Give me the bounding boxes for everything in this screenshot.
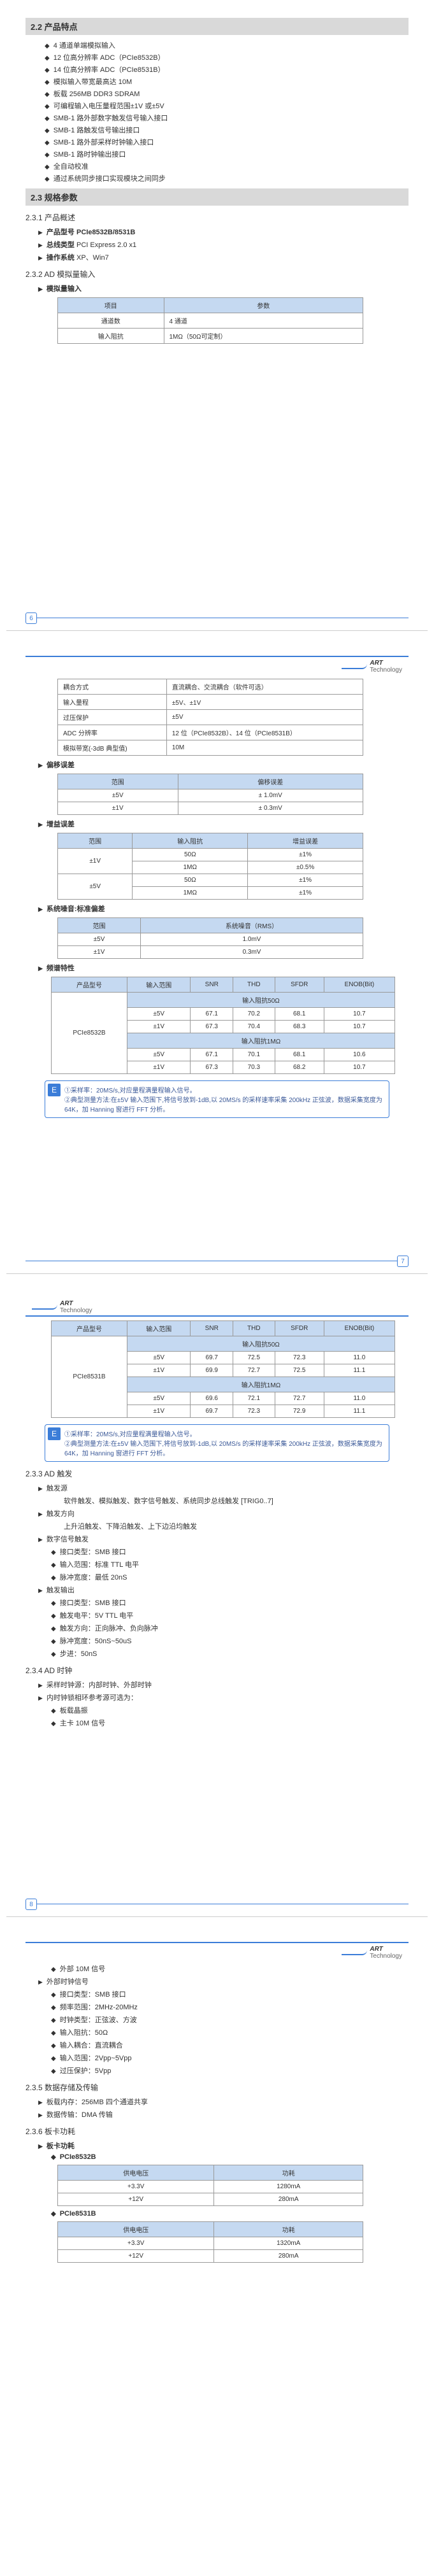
- noise-label: 系统噪音:标准偏差: [38, 903, 409, 914]
- analog-input-label: 模拟量输入: [38, 283, 409, 294]
- feature-item: 14 位高分辨率 ADC（PCIe8531B）: [45, 64, 409, 74]
- footer: 8: [25, 1904, 409, 1910]
- clock-sample-label: 采样时钟源：内部时钟、外部时钟: [38, 1680, 409, 1690]
- s2315-title: 2.3.5 数据存储及传输: [25, 2082, 409, 2093]
- power-label: 板卡功耗: [38, 2141, 409, 2151]
- page-2: ARTTechnology 耦合方式直流耦合、交流耦合（软件可选） 输入量程±5…: [0, 643, 434, 1273]
- s2311-title: 2.3.1 产品概述: [25, 212, 409, 223]
- s2316-title: 2.3.6 板卡功耗: [25, 2126, 409, 2137]
- note-box: E ①采样率：20MS/s,对应量程满量程输入信号。 ②典型测量方法:在±5V …: [45, 1424, 389, 1462]
- analog-input-table: 项目参数 通道数4 通道 输入阻抗1MΩ（50Ω可定制）: [57, 297, 363, 344]
- prod-model: 产品型号 PCIe8532B/8531B: [38, 227, 409, 237]
- page-number: 6: [25, 612, 37, 624]
- power-table-32b: 供电电压功耗 +3.3V1280mA +12V280mA: [57, 2165, 363, 2206]
- trigger-method-value: 上升沿触发、下降沿触发、上下边沿均触发: [64, 1521, 409, 1531]
- header: ARTTechnology: [25, 1944, 409, 1961]
- s2312-title: 2.3.2 AD 模拟量输入: [25, 269, 409, 280]
- coupling-table: 耦合方式直流耦合、交流耦合（软件可选） 输入量程±5V、±1V 过压保护±5V …: [57, 679, 363, 756]
- page-4: ARTTechnology 外部 10M 信号 外部时钟信号 接口类型：SMB …: [0, 1929, 434, 2559]
- s2314-title: 2.3.4 AD 时钟: [25, 1665, 409, 1676]
- feature-item: 全自动校准: [45, 161, 409, 171]
- header: ARTTechnology: [25, 1299, 409, 1315]
- spectrum-label: 频谱特性: [38, 963, 409, 973]
- header: ARTTechnology: [25, 658, 409, 675]
- trigger-method-label: 触发方向: [38, 1508, 409, 1518]
- trigger-output-label: 触发输出: [38, 1585, 409, 1595]
- trigger-source-value: 软件触发、模拟触发、数字信号触发、系统同步总线触发 [TRIG0..7]: [64, 1496, 409, 1506]
- page-number: 8: [25, 1899, 37, 1910]
- feature-item: SMB-1 路触发信号输出接口: [45, 125, 409, 135]
- external-clock: 外部时钟信号: [38, 1976, 409, 1986]
- spectrum-table-32b: 产品型号 输入范围 SNR THD SFDR ENOB(Bit) PCIe853…: [51, 977, 395, 1074]
- bus-type: 总线类型 PCI Express 2.0 x1: [38, 239, 409, 250]
- feature-item: 板载 256MB DDR3 SDRAM: [45, 88, 409, 99]
- feature-item: SMB-1 路时钟输出接口: [45, 149, 409, 159]
- os: 操作系统 XP、Win7: [38, 252, 409, 262]
- section-22-title: 2.2 产品特点: [25, 18, 409, 35]
- footer: 7: [25, 1261, 409, 1267]
- digital-trigger-label: 数字信号触发: [38, 1534, 409, 1544]
- feature-item: SMB-1 路外部数字触发信号输入接口: [45, 113, 409, 123]
- offset-error-label: 偏移误差: [38, 760, 409, 770]
- feature-item: SMB-1 路外部采样时钟输入接口: [45, 137, 409, 147]
- gain-error-label: 增益误差: [38, 819, 409, 829]
- feature-item: 通过系统同步接口实现模块之间同步: [45, 173, 409, 183]
- section-23-title: 2.3 规格参数: [25, 188, 409, 206]
- noise-table: 范围系统噪音（RMS） ±5V1.0mV ±1V0.3mV: [57, 917, 363, 959]
- feature-item: 可编程输入电压量程范围±1V 或±5V: [45, 101, 409, 111]
- feature-item: 12 位高分辨率 ADC（PCIe8532B）: [45, 52, 409, 62]
- power-table-31b: 供电电压功耗 +3.3V1320mA +12V280mA: [57, 2221, 363, 2263]
- spectrum-table-31b: 产品型号 输入范围 SNR THD SFDR ENOB(Bit) PCIe853…: [51, 1320, 395, 1418]
- features-list: 4 通道单端模拟输入 12 位高分辨率 ADC（PCIe8532B） 14 位高…: [45, 40, 409, 183]
- offset-table: 范围偏移误差 ±5V± 1.0mV ±1V± 0.3mV: [57, 774, 363, 815]
- note-icon: E: [48, 1427, 61, 1440]
- footer: 6: [25, 618, 409, 624]
- page-number: 7: [397, 1256, 409, 1267]
- page-1: 2.2 产品特点 4 通道单端模拟输入 12 位高分辨率 ADC（PCIe853…: [0, 0, 434, 630]
- note-icon: E: [48, 1084, 61, 1096]
- feature-item: 模拟输入带宽最高达 10M: [45, 76, 409, 87]
- page-3: ARTTechnology 产品型号 输入范围 SNR THD SFDR ENO…: [0, 1286, 434, 1916]
- note-box: E ①采样率：20MS/s,对应量程满量程输入信号。 ②典型测量方法:在±5V …: [45, 1080, 389, 1118]
- trigger-source-label: 触发源: [38, 1483, 409, 1493]
- clock-internal-label: 内时钟锁相环参考源可选为：: [38, 1692, 409, 1702]
- gain-table: 范围输入阻抗增益误差 ±1V50Ω±1% 1MΩ±0.5% ±5V50Ω±1% …: [57, 833, 363, 900]
- s2313-title: 2.3.3 AD 触发: [25, 1468, 409, 1479]
- feature-item: 4 通道单端模拟输入: [45, 40, 409, 50]
